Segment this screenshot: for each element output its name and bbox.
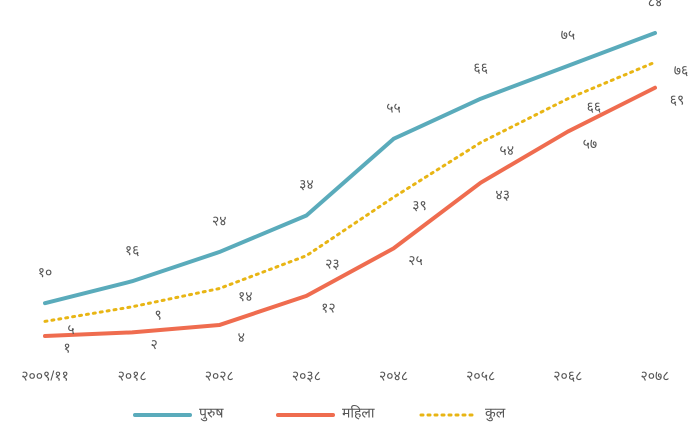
data-label: ७६ bbox=[674, 62, 689, 78]
x-tick-label: २०२८ bbox=[205, 368, 234, 384]
legend-label: पुरुष bbox=[199, 405, 224, 422]
data-label: ७५ bbox=[561, 27, 576, 43]
data-label: ६९ bbox=[670, 91, 685, 107]
x-tick-label: २०४८ bbox=[379, 368, 408, 384]
x-tick-label: २०७८ bbox=[640, 368, 669, 384]
data-label: ३९ bbox=[412, 197, 427, 213]
data-label: १४ bbox=[238, 288, 253, 304]
legend-label: कुल bbox=[485, 405, 506, 422]
data-label: १ bbox=[63, 340, 70, 356]
x-tick-label: २०३८ bbox=[292, 368, 321, 384]
data-label: १२ bbox=[321, 300, 336, 316]
data-label: ८४ bbox=[648, 0, 663, 10]
data-label: २ bbox=[151, 336, 158, 352]
data-label: ३४ bbox=[299, 176, 314, 192]
data-label: ५५ bbox=[386, 100, 401, 116]
x-tick-label: २००९/११ bbox=[21, 368, 69, 384]
data-label: १० bbox=[38, 264, 53, 280]
data-label: ५७ bbox=[583, 135, 598, 151]
series-line bbox=[43, 60, 657, 323]
series-line bbox=[43, 31, 657, 306]
x-tick-label: २०५८ bbox=[466, 368, 495, 384]
data-label: ९ bbox=[155, 306, 162, 322]
data-label: २३ bbox=[325, 255, 340, 271]
data-label: ५४ bbox=[499, 142, 514, 158]
x-tick-label: २०१८ bbox=[118, 368, 147, 384]
data-label: ६६ bbox=[587, 98, 602, 114]
data-label: ६६ bbox=[473, 59, 488, 75]
data-label: १६ bbox=[125, 242, 140, 258]
data-label: ५ bbox=[67, 321, 74, 337]
data-label: २४ bbox=[212, 213, 227, 229]
legend-label: महिला bbox=[342, 405, 375, 421]
series-line bbox=[43, 85, 657, 338]
x-tick-label: २०६८ bbox=[553, 368, 582, 384]
data-label: २५ bbox=[408, 252, 423, 268]
data-label: ४ bbox=[238, 329, 245, 345]
data-label: ४३ bbox=[495, 186, 510, 202]
